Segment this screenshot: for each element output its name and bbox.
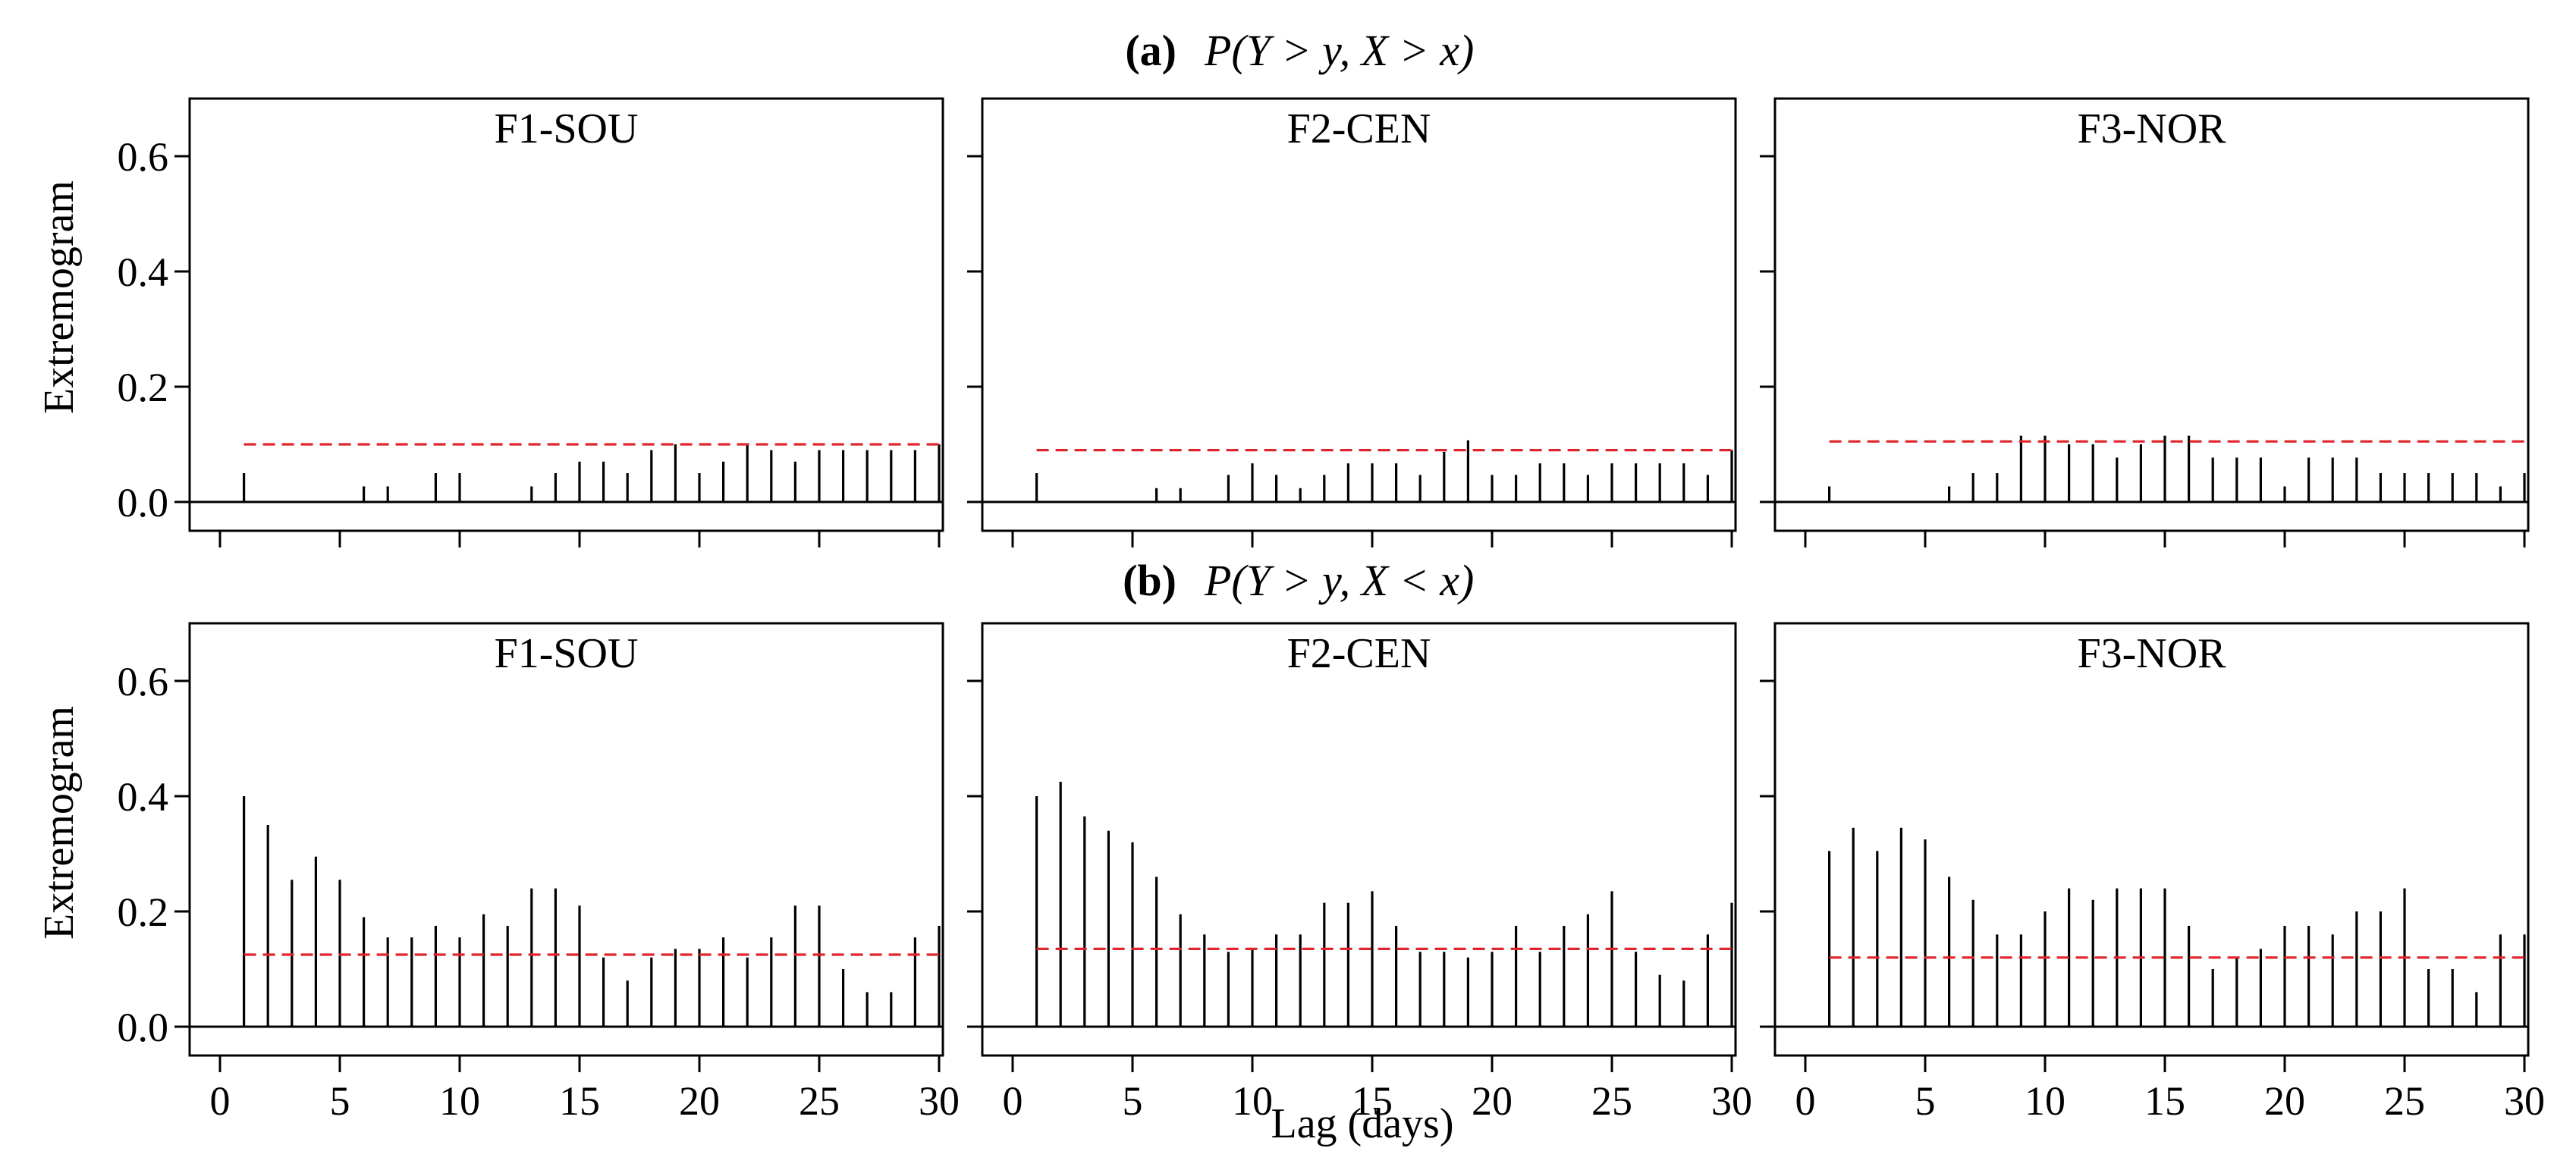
x-tick-label: 15 — [1352, 1078, 1393, 1124]
x-tick-label: 25 — [2384, 1078, 2425, 1124]
panels-group: F1-SOU 0.0 0.2 0.4 0.6 F2-CEN F3-NOR F1-SOU 0.0 0… — [118, 97, 2545, 1124]
x-tick-label: 10 — [439, 1078, 480, 1124]
row-b-formula: P(Y > y, X < x) — [1204, 556, 1474, 605]
panel-b-2: F2-CEN 0 5 10 15 20 25 30 — [967, 622, 1752, 1124]
x-tick-label: 0 — [1003, 1078, 1023, 1124]
panel-a-1: F1-SOU 0.0 0.2 0.4 0.6 — [118, 97, 944, 547]
x-tick-label: 10 — [1232, 1078, 1273, 1124]
row-a-label: (a) — [1125, 26, 1176, 75]
x-tick-label: 5 — [1915, 1078, 1936, 1124]
panel-title: F2-CEN — [1287, 630, 1431, 677]
row-b-label: (b) — [1123, 556, 1176, 605]
y-tick-label: 0.4 — [118, 774, 169, 820]
y-tick-label: 0.2 — [118, 889, 169, 935]
panel-frame — [981, 97, 1737, 532]
y-axis-label-row-b: Extremogram — [36, 706, 83, 939]
y-tick-label: 0.6 — [118, 134, 169, 180]
y-axis-label-row-a: Extremogram — [36, 180, 83, 414]
panel-frame — [1773, 622, 2530, 1057]
x-tick-label: 10 — [2025, 1078, 2066, 1124]
x-tick-label: 20 — [2264, 1078, 2305, 1124]
panel-a-3: F3-NOR — [1760, 97, 2530, 547]
x-tick-label: 0 — [1795, 1078, 1816, 1124]
y-tick-label: 0.6 — [118, 659, 169, 704]
panel-title: F3-NOR — [2077, 105, 2226, 152]
row-a-formula: P(Y > y, X > x) — [1204, 26, 1474, 75]
x-tick-label: 30 — [919, 1078, 960, 1124]
panel-frame — [188, 97, 944, 532]
panel-b-1: F1-SOU 0.0 0.2 0.4 0.6 0 5 10 15 20 25 30 — [118, 622, 960, 1124]
x-tick-label: 15 — [2144, 1078, 2185, 1124]
panel-frame — [981, 622, 1737, 1057]
x-tick-label: 25 — [799, 1078, 840, 1124]
panel-title: F3-NOR — [2077, 630, 2226, 677]
x-tick-label: 0 — [210, 1078, 231, 1124]
panel-title: F1-SOU — [495, 630, 639, 677]
panel-frame — [1773, 97, 2530, 532]
panel-b-3: F3-NOR 0 5 10 15 20 25 30 — [1760, 622, 2545, 1124]
x-tick-label: 20 — [1472, 1078, 1513, 1124]
panel-a-2: F2-CEN — [967, 97, 1737, 547]
x-tick-label: 5 — [330, 1078, 350, 1124]
x-tick-label: 25 — [1591, 1078, 1632, 1124]
x-tick-label: 30 — [1711, 1078, 1752, 1124]
x-axis-label: Lag (days) — [1271, 1100, 1453, 1147]
x-tick-label: 20 — [679, 1078, 720, 1124]
panel-title: F1-SOU — [495, 105, 639, 152]
y-tick-label: 0.0 — [118, 1005, 169, 1050]
y-tick-label: 0.2 — [118, 365, 169, 410]
panel-frame — [188, 622, 944, 1057]
x-tick-label: 15 — [559, 1078, 600, 1124]
y-tick-label: 0.4 — [118, 249, 169, 295]
x-tick-label: 30 — [2504, 1078, 2545, 1124]
y-tick-label: 0.0 — [118, 480, 169, 525]
x-tick-label: 5 — [1123, 1078, 1143, 1124]
panel-title: F2-CEN — [1287, 105, 1431, 152]
